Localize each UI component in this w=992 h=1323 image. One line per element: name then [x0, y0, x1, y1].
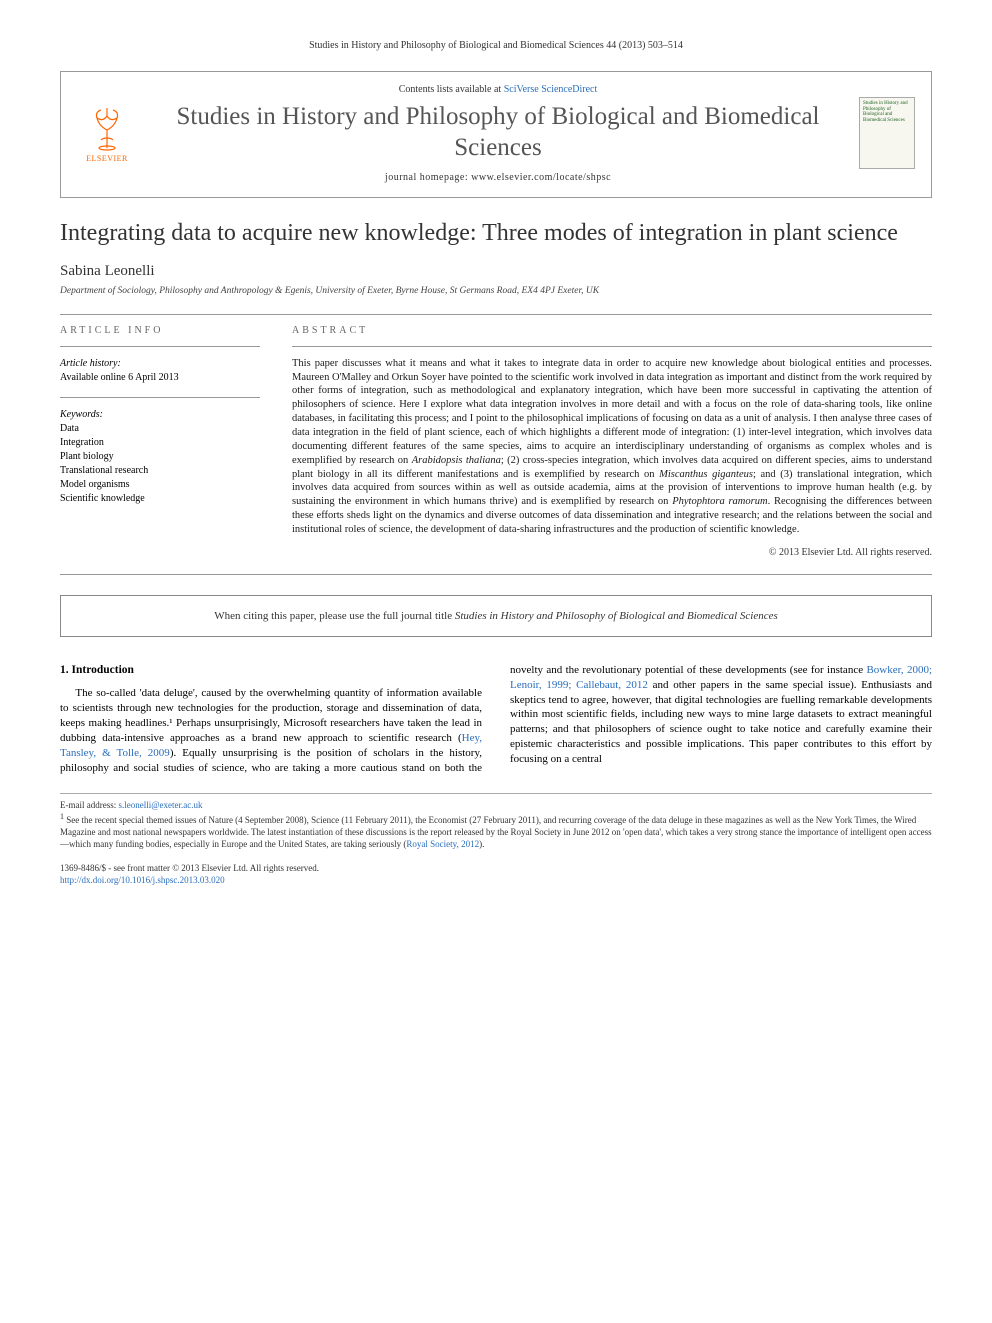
divider — [60, 314, 932, 315]
history-heading: Article history: — [60, 357, 260, 371]
journal-title: Studies in History and Philosophy of Bio… — [153, 101, 843, 164]
keyword: Plant biology — [60, 450, 260, 464]
running-header: Studies in History and Philosophy of Bio… — [60, 40, 932, 51]
homepage-url: www.elsevier.com/locate/shpsc — [471, 172, 611, 183]
elsevier-tree-icon — [83, 104, 131, 152]
footnote-text: See the recent special themed issues of … — [60, 815, 932, 848]
abstract-text: This paper discusses what it means and w… — [292, 357, 932, 537]
journal-homepage-line: journal homepage: www.elsevier.com/locat… — [153, 172, 843, 183]
elsevier-logo: ELSEVIER — [77, 98, 137, 168]
divider — [60, 397, 260, 398]
info-abstract-row: ARTICLE INFO Article history: Available … — [60, 325, 932, 558]
article-info-label: ARTICLE INFO — [60, 325, 260, 336]
footnote-1: 1 See the recent special themed issues o… — [60, 812, 932, 850]
keywords-block: Keywords: Data Integration Plant biology… — [60, 408, 260, 506]
footnote-text: ). — [479, 839, 484, 849]
species-name: Miscanthus giganteus — [659, 469, 753, 480]
keyword: Scientific knowledge — [60, 492, 260, 506]
keyword: Data — [60, 422, 260, 436]
journal-cover-thumbnail: Studies in History and Philosophy of Bio… — [859, 97, 915, 169]
body-text-run: and other papers in the same special iss… — [510, 679, 932, 765]
citation-link[interactable]: Royal Society, 2012 — [406, 839, 479, 849]
footer-meta: 1369-8486/$ - see front matter © 2013 El… — [60, 862, 932, 886]
journal-masthead: ELSEVIER Contents lists available at Sci… — [60, 71, 932, 198]
author-email-link[interactable]: s.leonelli@exeter.ac.uk — [118, 800, 202, 810]
article-history: Article history: Available online 6 Apri… — [60, 357, 260, 385]
citation-journal-title: Studies in History and Philosophy of Bio… — [455, 610, 778, 622]
citation-notice: When citing this paper, please use the f… — [60, 595, 932, 637]
body-text-run: The so-called 'data deluge', caused by t… — [60, 687, 482, 744]
email-label: E-mail address: — [60, 800, 118, 810]
divider — [60, 346, 260, 347]
abstract-column: ABSTRACT This paper discusses what it me… — [292, 325, 932, 558]
abstract-copyright: © 2013 Elsevier Ltd. All rights reserved… — [292, 547, 932, 558]
homepage-prefix: journal homepage: — [385, 172, 471, 183]
doi-link[interactable]: http://dx.doi.org/10.1016/j.shpsc.2013.0… — [60, 875, 225, 885]
issn-line: 1369-8486/$ - see front matter © 2013 El… — [60, 862, 932, 874]
body-text: 1. Introduction The so-called 'data delu… — [60, 663, 932, 776]
contents-prefix: Contents lists available at — [399, 84, 504, 95]
masthead-center: Contents lists available at SciVerse Sci… — [153, 84, 843, 183]
article-info-column: ARTICLE INFO Article history: Available … — [60, 325, 260, 558]
publisher-name: ELSEVIER — [86, 154, 128, 163]
email-footnote: E-mail address: s.leonelli@exeter.ac.uk — [60, 800, 932, 812]
keywords-heading: Keywords: — [60, 408, 260, 422]
body-paragraph: The so-called 'data deluge', caused by t… — [60, 663, 932, 776]
author-name: Sabina Leonelli — [60, 263, 932, 280]
article-title: Integrating data to acquire new knowledg… — [60, 218, 932, 249]
keyword: Translational research — [60, 464, 260, 478]
citation-prefix: When citing this paper, please use the f… — [214, 610, 455, 622]
author-affiliation: Department of Sociology, Philosophy and … — [60, 286, 932, 296]
contents-available-line: Contents lists available at SciVerse Sci… — [153, 84, 843, 95]
divider — [292, 346, 932, 347]
footnotes: E-mail address: s.leonelli@exeter.ac.uk … — [60, 793, 932, 850]
species-name: Arabidopsis thaliana — [412, 455, 501, 466]
divider — [60, 574, 932, 575]
keyword: Integration — [60, 436, 260, 450]
abstract-part: This paper discusses what it means and w… — [292, 358, 932, 466]
abstract-label: ABSTRACT — [292, 325, 932, 336]
keyword: Model organisms — [60, 478, 260, 492]
species-name: Phytophtora ramorum — [672, 496, 767, 507]
history-line: Available online 6 April 2013 — [60, 371, 260, 385]
section-heading: 1. Introduction — [60, 663, 482, 679]
sciencedirect-link[interactable]: SciVerse ScienceDirect — [504, 84, 598, 95]
